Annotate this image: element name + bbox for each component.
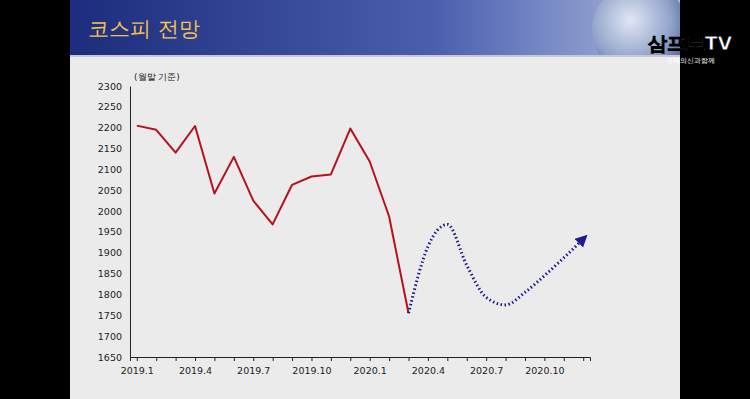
x-tick-mark (506, 357, 507, 361)
series-line (137, 126, 409, 314)
y-tick: 1900 (98, 247, 130, 258)
plot-area (137, 126, 583, 314)
x-tick-label: 2019.1 (121, 365, 154, 376)
x-tick-mark (311, 357, 312, 361)
y-tick-label: 2250 (98, 101, 122, 112)
x-tick-mark (292, 357, 293, 361)
y-tick-label: 2200 (98, 122, 122, 133)
y-tick-label: 1950 (98, 226, 122, 237)
y-tick-label: 2300 (98, 81, 122, 92)
x-tick-mark (234, 357, 235, 361)
x-tick-label: 2020.7 (470, 365, 503, 376)
x-tick-label: 2019.7 (237, 365, 270, 376)
header-rule (70, 55, 680, 57)
x-tick-mark (467, 357, 468, 361)
y-tick: 2250 (98, 101, 130, 112)
x-tick-mark (564, 357, 565, 361)
y-tick-label: 2100 (98, 164, 122, 175)
x-tick-mark (176, 357, 177, 361)
x-tick-label: 2020.1 (354, 365, 387, 376)
x-tick-mark (331, 357, 332, 361)
x-tick-mark (583, 357, 584, 361)
y-tick-label: 2150 (98, 143, 122, 154)
y-tick: 1700 (98, 331, 130, 342)
y-tick-label: 1900 (98, 247, 122, 258)
x-tick-mark (156, 357, 157, 361)
x-tick-mark (370, 357, 371, 361)
x-tick (176, 357, 177, 361)
x-tick (273, 357, 274, 361)
x-tick-mark (447, 357, 448, 361)
header-bar (70, 0, 680, 55)
x-tick-label: 2019.4 (179, 365, 212, 376)
x-tick (350, 357, 351, 361)
x-axis: 2019.1 2019.4 2019.7 2019.10 2020.1 2020.4 202… (121, 357, 591, 376)
y-tick: 1650 (98, 352, 130, 363)
x-tick-mark (525, 357, 526, 361)
x-tick: 2020.10 (525, 357, 564, 376)
x-tick: 2020.7 (470, 357, 503, 376)
y-axis: 1650 1700 1750 1800 1850 1900 1950 2000 2050 2100… (98, 81, 131, 363)
y-tick: 2050 (98, 185, 130, 196)
x-tick (447, 357, 448, 361)
y-tick-label: 1750 (98, 310, 122, 321)
x-tick (389, 357, 390, 361)
annotation: (월말 기준) (134, 72, 180, 82)
x-tick: 2020.4 (412, 357, 445, 376)
y-tick: 2150 (98, 143, 130, 154)
y-tick-label: 1700 (98, 331, 122, 342)
x-tick-label: 2020.10 (525, 365, 564, 376)
title: 코스피 전망 (88, 17, 200, 41)
y-tick: 2200 (98, 122, 130, 133)
y-tick: 2000 (98, 206, 130, 217)
y-tick-label: 1650 (98, 352, 122, 363)
y-tick: 1750 (98, 310, 130, 321)
x-tick (409, 357, 410, 361)
y-tick: 1800 (98, 289, 130, 300)
y-tick: 1850 (98, 268, 130, 279)
y-tick: 2300 (98, 81, 130, 92)
x-tick (234, 357, 235, 361)
x-tick: 2019.4 (179, 357, 212, 376)
x-tick (467, 357, 468, 361)
x-tick: 2019.7 (237, 357, 270, 376)
x-tick (331, 357, 332, 361)
x-tick-label: 2020.4 (412, 365, 445, 376)
y-tick-label: 1850 (98, 268, 122, 279)
y-tick-label: 2050 (98, 185, 122, 196)
y-tick: 2100 (98, 164, 130, 175)
y-axis-line (130, 87, 131, 358)
x-tick-mark (428, 357, 429, 361)
x-tick (564, 357, 565, 361)
x-tick (525, 357, 526, 361)
x-tick-mark (137, 357, 138, 361)
x-tick: 2019.1 (121, 357, 154, 376)
y-tick: 1950 (98, 226, 130, 237)
x-tick-mark (389, 357, 390, 361)
x-tick-mark (253, 357, 254, 361)
x-tick: 2020.1 (354, 357, 387, 376)
x-tick: 2019.10 (292, 357, 331, 376)
x-tick-mark (195, 357, 196, 361)
logo-text: 삼프로TV (648, 32, 733, 54)
logo-subtitle: 경제의신과함께 (666, 57, 715, 65)
y-tick-label: 1800 (98, 289, 122, 300)
x-tick (156, 357, 157, 361)
x-tick-label: 2019.10 (292, 365, 331, 376)
x-tick-mark (214, 357, 215, 361)
x-tick-mark (544, 357, 545, 361)
canvas: 코스피 전망삼프로TV 경제의신과함께 1650 1700 1750 1800 1850 19… (0, 0, 750, 399)
slide-background (70, 0, 680, 399)
x-tick-mark (273, 357, 274, 361)
series-line (409, 224, 584, 313)
x-tick (292, 357, 293, 361)
x-tick (214, 357, 215, 361)
x-tick (506, 357, 507, 361)
x-tick-mark (486, 357, 487, 361)
x-tick-mark (350, 357, 351, 361)
y-tick-label: 2000 (98, 206, 122, 217)
x-axis-line (131, 358, 591, 362)
x-tick (583, 357, 584, 361)
x-tick-mark (409, 357, 410, 361)
